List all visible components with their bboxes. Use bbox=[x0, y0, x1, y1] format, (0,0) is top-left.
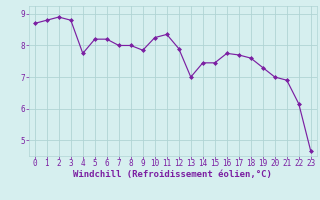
X-axis label: Windchill (Refroidissement éolien,°C): Windchill (Refroidissement éolien,°C) bbox=[73, 170, 272, 179]
